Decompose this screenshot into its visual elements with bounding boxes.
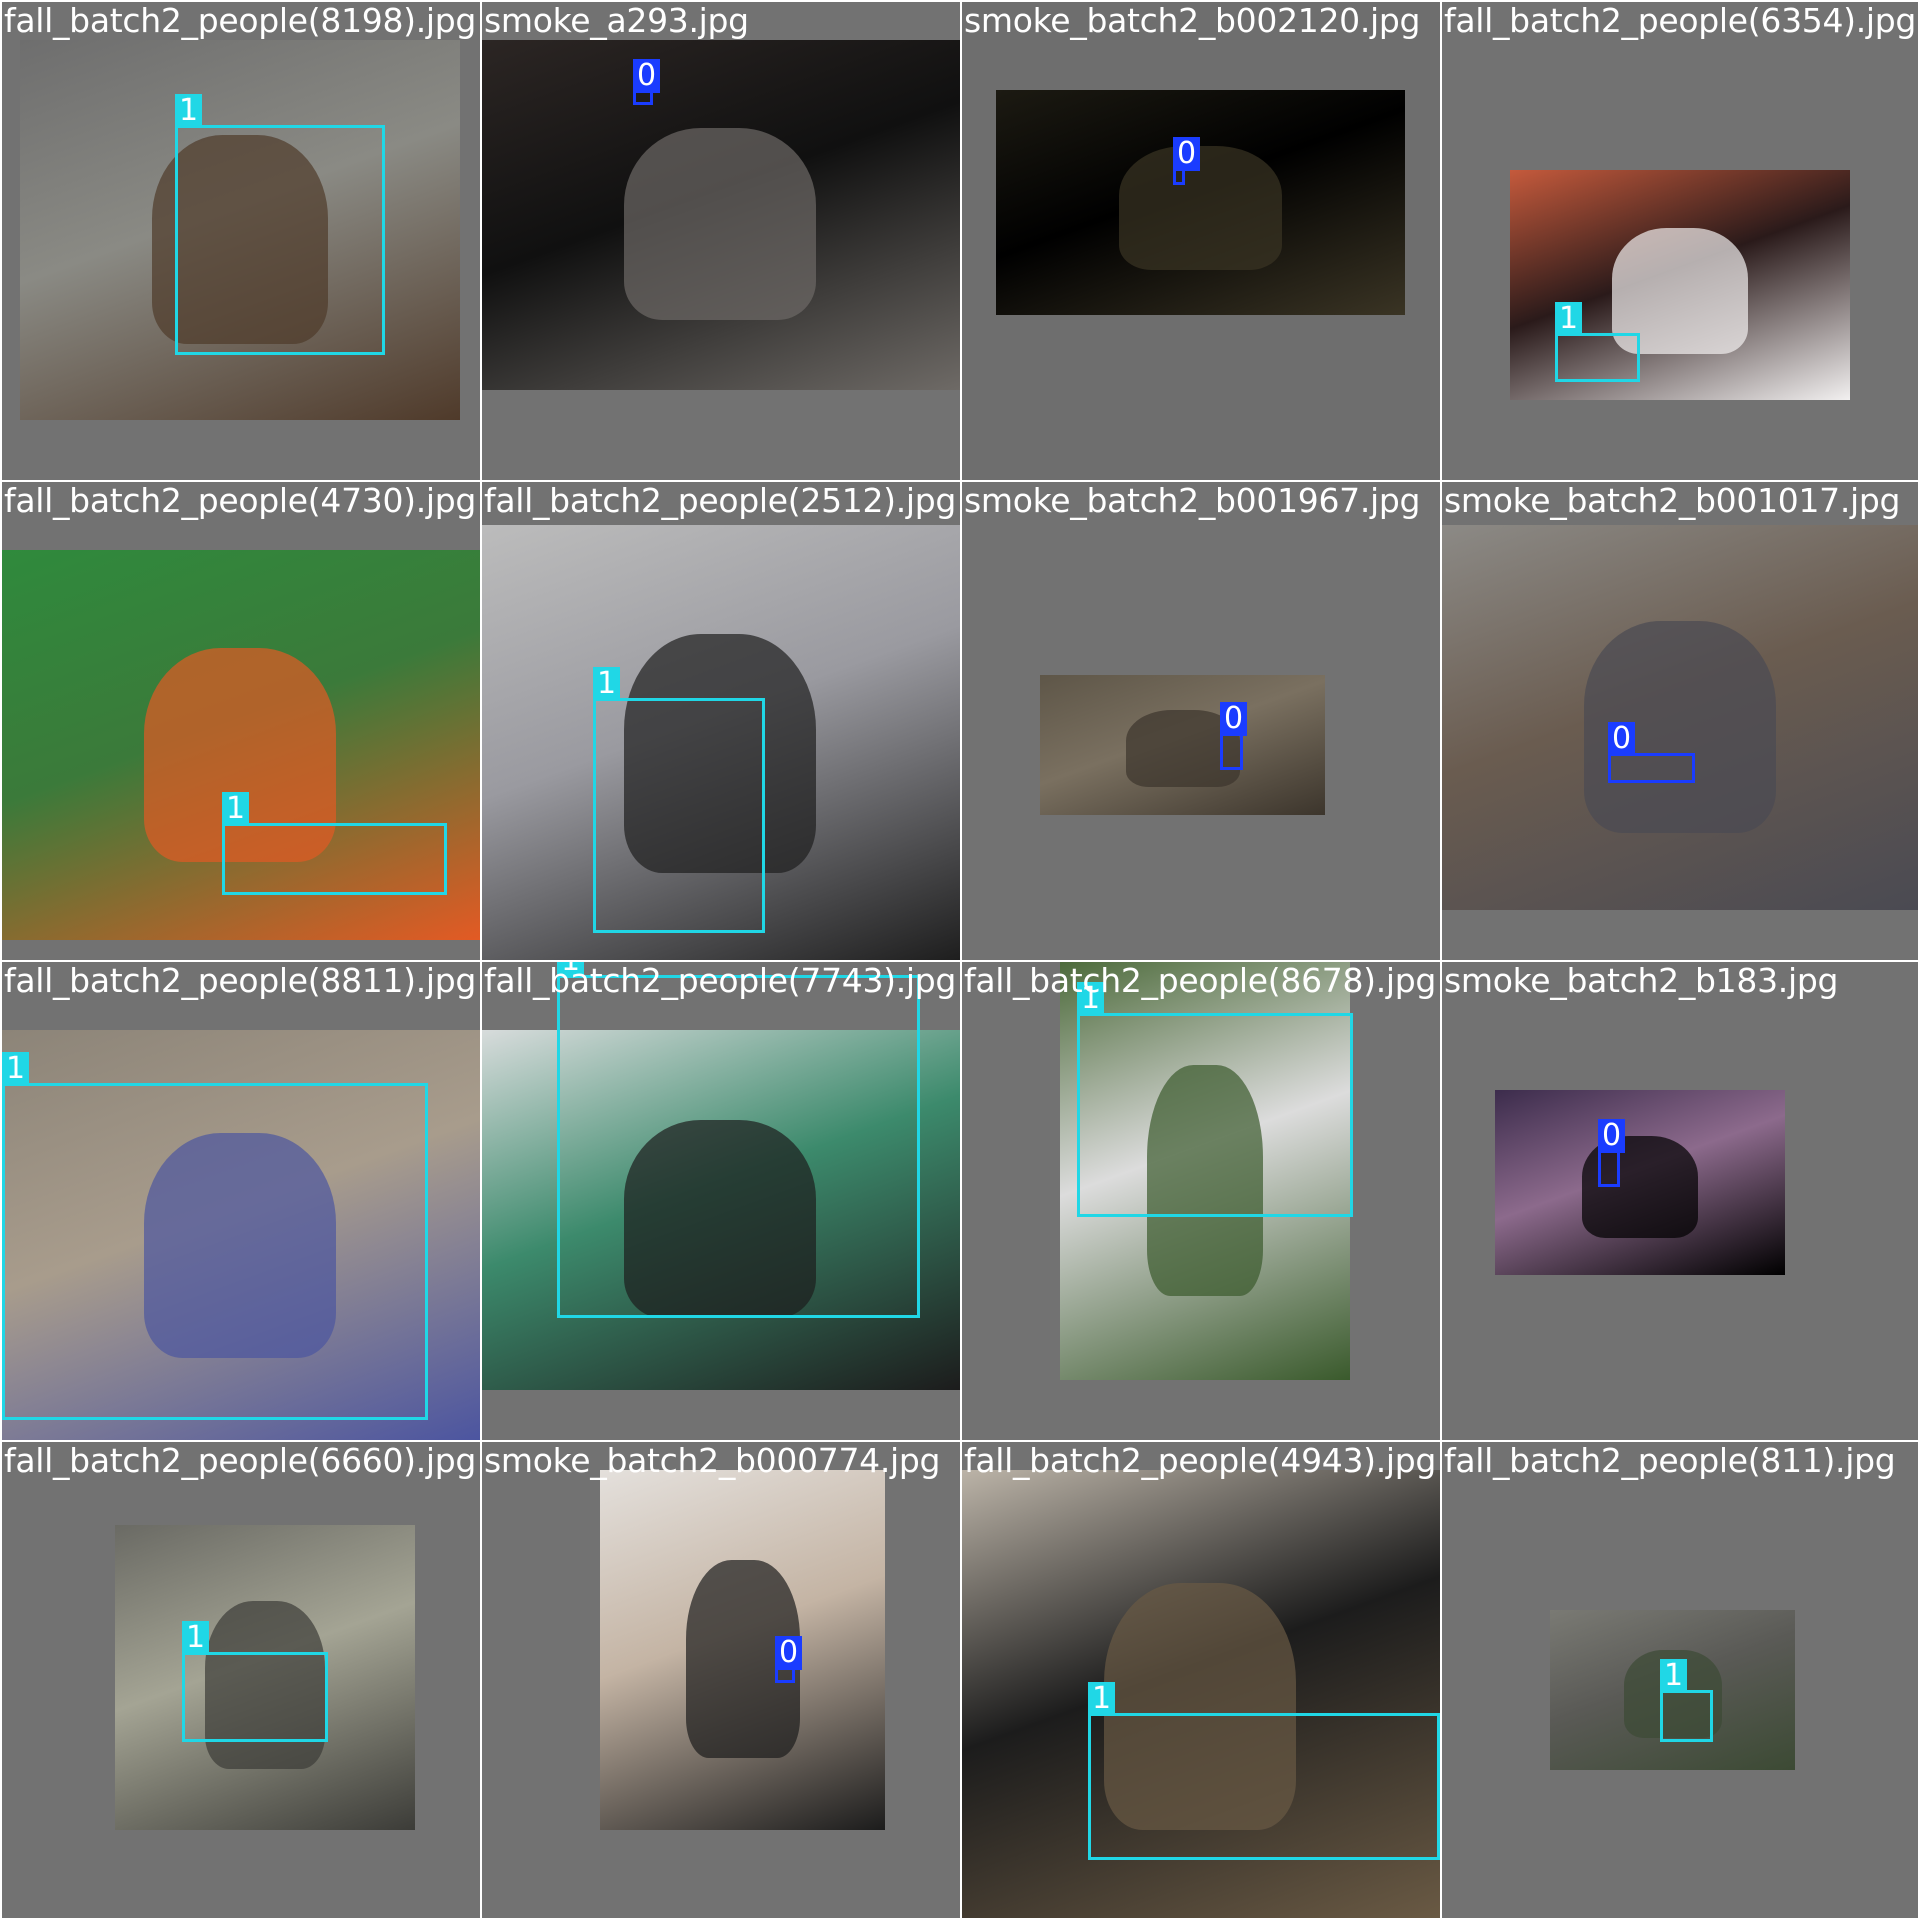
detection-box: 1 [1555, 302, 1640, 382]
grid-tile: 0 smoke_batch2_b183.jpg [1440, 960, 1920, 1440]
detection-box: 0 [1173, 137, 1201, 185]
grid-tile: 1 fall_batch2_people(8198).jpg [0, 0, 480, 480]
grid-tile: 1 fall_batch2_people(4730).jpg [0, 480, 480, 960]
image-filename: fall_batch2_people(6660).jpg [4, 1441, 477, 1480]
grid-tile: 1 fall_batch2_people(6660).jpg [0, 1440, 480, 1920]
image-filename: smoke_batch2_b001017.jpg [1444, 481, 1901, 520]
photo-subject [144, 1132, 336, 1358]
image-filename: smoke_a293.jpg [484, 1, 749, 40]
image-filename: fall_batch2_people(8811).jpg [4, 961, 477, 1000]
photo-subject [624, 1120, 816, 1318]
detection-box: 0 [1608, 722, 1695, 783]
image-filename: fall_batch2_people(4730).jpg [4, 481, 477, 520]
grid-tile: 1 fall_batch2_people(6354).jpg [1440, 0, 1920, 480]
photo-subject [1104, 1582, 1296, 1830]
grid-tile: 0 smoke_batch2_b002120.jpg [960, 0, 1440, 480]
grid-tile: 0 smoke_batch2_b000774.jpg [480, 1440, 960, 1920]
sample-photo [1495, 1090, 1785, 1275]
class-label: 1 [1660, 1659, 1688, 1693]
image-filename: fall_batch2_people(8678).jpg [964, 961, 1437, 1000]
grid-tile: 1 fall_batch2_people(811).jpg [1440, 1440, 1920, 1920]
sample-photo [1040, 675, 1325, 815]
class-label: 0 [1608, 722, 1636, 756]
detection-box: 0 [633, 59, 661, 105]
class-label: 1 [1077, 982, 1105, 1016]
image-filename: smoke_batch2_b183.jpg [1444, 961, 1839, 1000]
detection-box: 1 [175, 94, 385, 355]
image-filename: fall_batch2_people(6354).jpg [1444, 1, 1917, 40]
image-filename: fall_batch2_people(7743).jpg [484, 961, 957, 1000]
grid-divider [1440, 0, 1442, 1920]
photo-subject [1147, 1065, 1263, 1296]
detection-box: 0 [775, 1636, 803, 1683]
grid-tile: 1 fall_batch2_people(2512).jpg [480, 480, 960, 960]
class-label: 1 [557, 960, 585, 978]
class-label: 0 [1173, 137, 1201, 171]
grid-tile: 1 fall_batch2_people(8678).jpg [960, 960, 1440, 1440]
sample-photo [996, 90, 1405, 315]
class-label: 0 [775, 1636, 803, 1670]
class-label: 1 [1555, 302, 1583, 336]
class-label: 1 [182, 1621, 210, 1655]
image-filename: smoke_batch2_b002120.jpg [964, 1, 1421, 40]
grid-divider [0, 960, 1920, 962]
detection-box: 1 [1088, 1682, 1440, 1860]
grid-divider [1918, 0, 1920, 1920]
image-filename: smoke_batch2_b001967.jpg [964, 481, 1421, 520]
photo-subject [1612, 227, 1748, 354]
grid-divider [0, 1440, 1920, 1442]
sample-photo [1510, 170, 1850, 400]
class-label: 0 [1598, 1119, 1626, 1153]
photo-subject [1118, 146, 1283, 270]
photo-subject [624, 633, 816, 873]
detection-box: 1 [593, 667, 765, 933]
photo-subject [624, 127, 816, 320]
sample-photo [20, 40, 460, 420]
sample-photo [1060, 960, 1350, 1380]
sample-photo [960, 1470, 1440, 1920]
detection-box: 1 [182, 1621, 328, 1742]
class-label: 1 [2, 1052, 30, 1086]
sample-photo [0, 550, 480, 940]
grid-tile: 0 smoke_batch2_b001967.jpg [960, 480, 1440, 960]
detection-box: 1 [1660, 1659, 1713, 1742]
grid-tile: 0 smoke_batch2_b001017.jpg [1440, 480, 1920, 960]
class-label: 0 [633, 59, 661, 93]
detection-box: 0 [1220, 702, 1248, 770]
sample-photo [480, 40, 960, 390]
detection-box: 0 [1598, 1119, 1626, 1187]
grid-tile: 1 fall_batch2_people(4943).jpg [960, 1440, 1440, 1920]
grid-tile: 0 smoke_a293.jpg [480, 0, 960, 480]
detection-box: 1 [557, 960, 920, 1318]
image-filename: fall_batch2_people(811).jpg [1444, 1441, 1896, 1480]
grid-tile: 1 fall_batch2_people(8811).jpg [0, 960, 480, 1440]
sample-photo [480, 525, 960, 960]
detection-box: 1 [222, 792, 447, 895]
grid-divider [0, 1918, 1920, 1920]
class-label: 1 [175, 94, 203, 128]
class-label: 0 [1220, 702, 1248, 736]
photo-subject [152, 135, 328, 344]
image-filename: fall_batch2_people(4943).jpg [964, 1441, 1437, 1480]
class-label: 1 [222, 792, 250, 826]
sample-photo [480, 1030, 960, 1390]
photo-subject [144, 647, 336, 862]
image-filename: fall_batch2_people(2512).jpg [484, 481, 957, 520]
sample-photo [1440, 525, 1920, 910]
detection-box: 1 [1077, 982, 1353, 1217]
class-label: 1 [1088, 1682, 1116, 1716]
image-filename: fall_batch2_people(8198).jpg [4, 1, 477, 40]
detection-box: 1 [2, 1052, 428, 1420]
image-filename: smoke_batch2_b000774.jpg [484, 1441, 941, 1480]
class-label: 1 [593, 667, 621, 701]
grid-tile: 1 fall_batch2_people(7743).jpg [480, 960, 960, 1440]
sample-photo [600, 1470, 885, 1830]
sample-photo [0, 1030, 480, 1440]
photo-subject [1582, 1136, 1698, 1238]
